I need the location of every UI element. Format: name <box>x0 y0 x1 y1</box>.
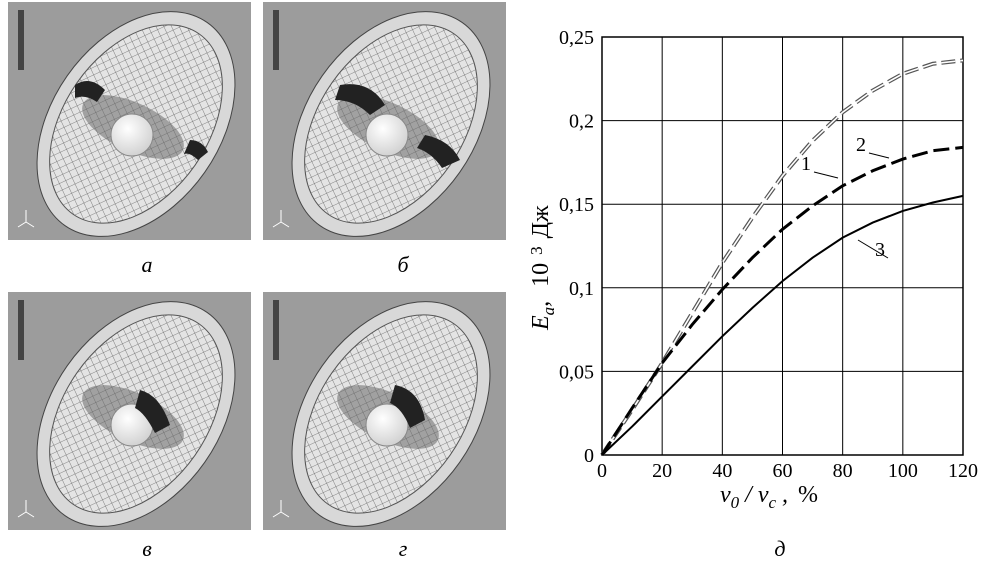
y-tick-label: 0,25 <box>559 27 594 49</box>
y-tick-label: 0 <box>584 445 594 467</box>
caption: б <box>397 252 409 277</box>
y-tick-label: 0,15 <box>559 194 594 216</box>
panel-c <box>0 263 277 563</box>
x-tick-label: 120 <box>948 460 978 482</box>
x-tick-label: 40 <box>712 460 732 482</box>
caption: в <box>142 536 152 561</box>
line-series <box>600 145 964 456</box>
x-tick-label: 20 <box>652 460 672 482</box>
x-tick-label: 0 <box>597 460 607 482</box>
panel-d <box>250 263 532 563</box>
panel-a <box>0 0 277 275</box>
x-tick-label: 100 <box>888 460 918 482</box>
y-tick-label: 0,05 <box>559 361 594 383</box>
caption: д <box>774 536 785 561</box>
x-tick-label: 80 <box>833 460 853 482</box>
caption: а <box>142 252 153 277</box>
series-label: 2 <box>856 134 866 156</box>
plot-frame <box>601 36 964 456</box>
x-tick-label: 60 <box>773 460 793 482</box>
caption: г <box>399 536 408 561</box>
y-axis-label: Ea,103Дж <box>527 205 558 331</box>
x-axis-label: v0/vc,% <box>720 482 818 512</box>
leader-line <box>857 239 889 259</box>
line-series-core <box>601 59 964 456</box>
leader-line <box>813 171 839 179</box>
line-series <box>601 194 964 456</box>
series-label: 1 <box>801 153 811 175</box>
y-tick-label: 0,2 <box>569 111 594 133</box>
panel-b <box>250 0 532 275</box>
y-tick-label: 0,1 <box>569 278 594 300</box>
leader-line <box>868 152 890 159</box>
series-label: 3 <box>875 239 885 261</box>
